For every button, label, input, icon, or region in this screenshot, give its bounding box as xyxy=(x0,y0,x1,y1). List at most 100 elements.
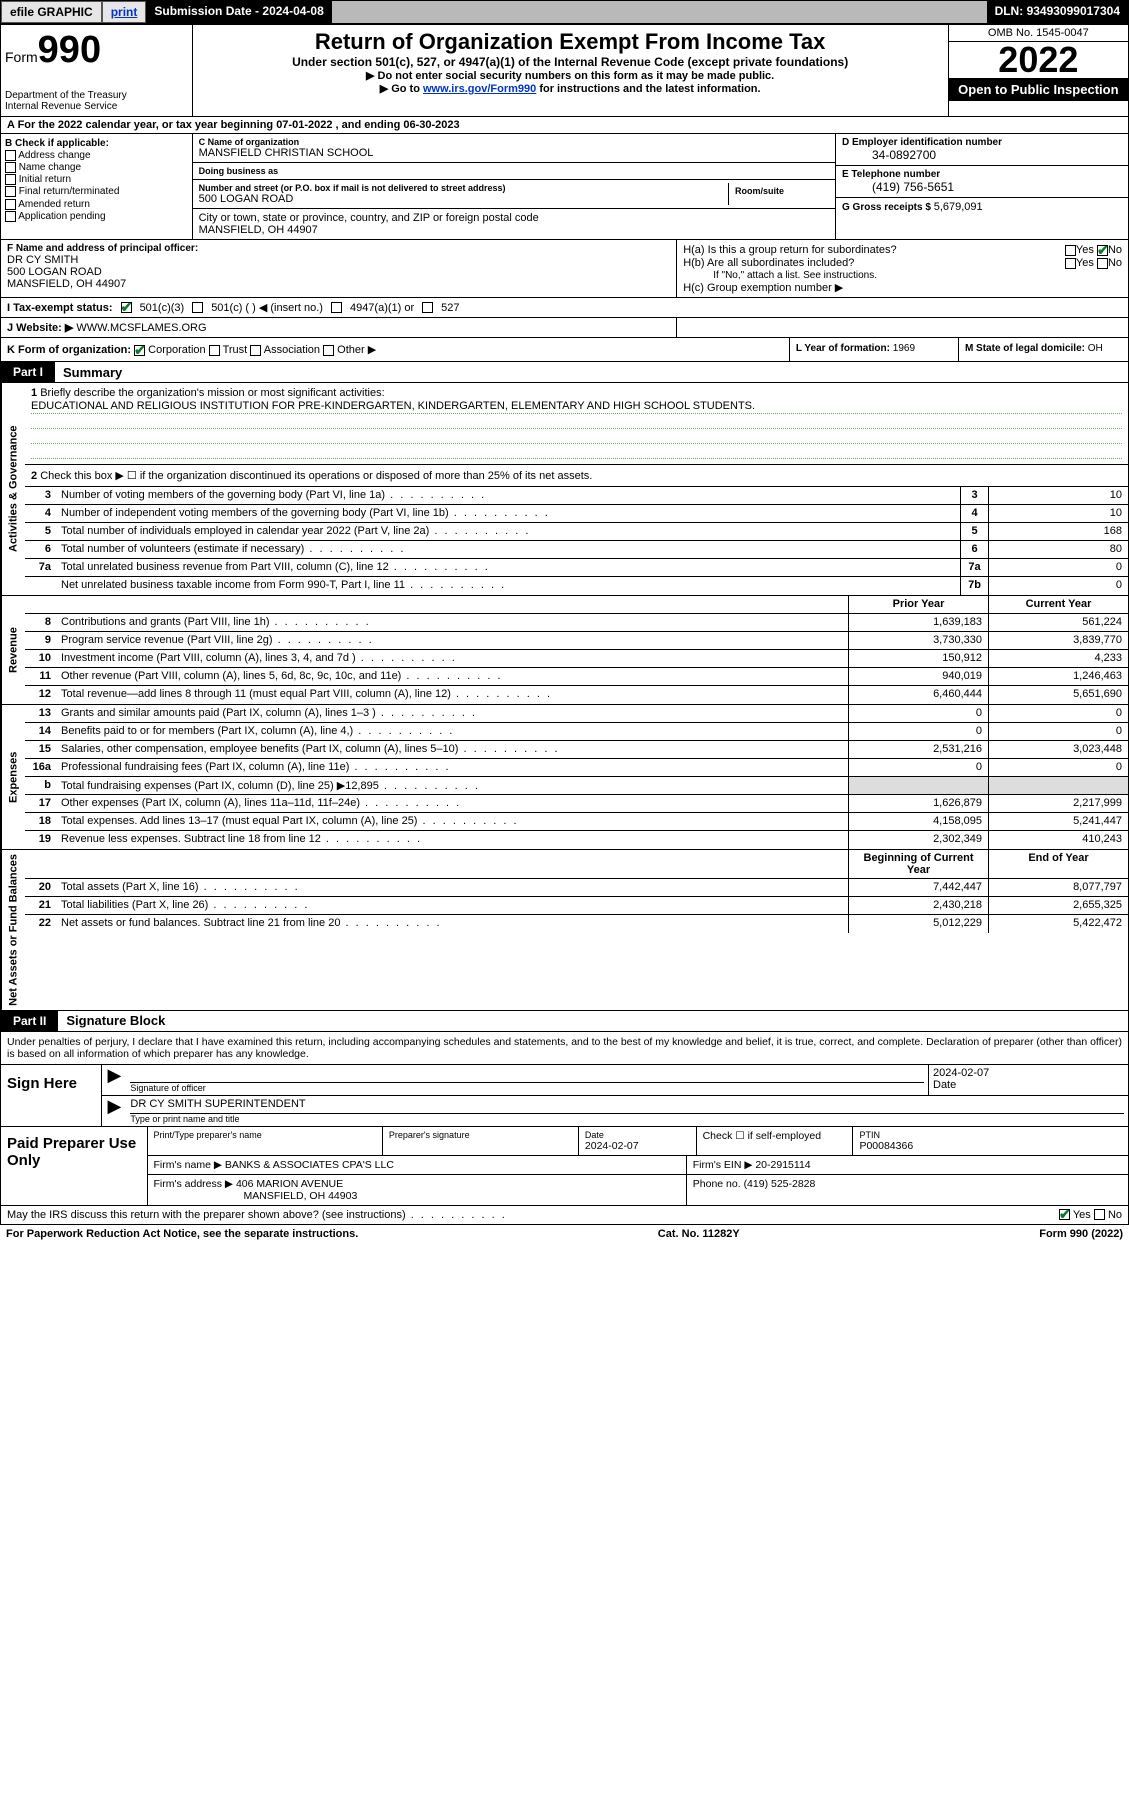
dba-cell: Doing business as xyxy=(193,163,835,180)
chk-final-return[interactable]: Final return/terminated xyxy=(5,186,188,197)
toolbar-spacer xyxy=(332,1,987,23)
col-b-checkboxes: B Check if applicable: Address change Na… xyxy=(1,134,193,239)
side-revenue: Revenue xyxy=(1,596,25,704)
chk-corp[interactable] xyxy=(134,345,145,356)
tax-year: 2022 xyxy=(949,42,1128,78)
col-b-header: B Check if applicable: xyxy=(5,138,188,149)
q2-block: 2 Check this box ▶ ☐ if the organization… xyxy=(25,465,1128,487)
sum-line: 5Total number of individuals employed in… xyxy=(25,523,1128,541)
part2-header-row: Part II Signature Block xyxy=(0,1011,1129,1032)
prep-name-label: Print/Type preparer's name xyxy=(154,1130,376,1140)
form-title: Return of Organization Exempt From Incom… xyxy=(197,29,944,55)
firm-phone-label: Phone no. xyxy=(693,1178,744,1190)
city-value: MANSFIELD, OH 44907 xyxy=(199,224,829,236)
chk-assoc[interactable] xyxy=(250,345,261,356)
may-irs-yes[interactable] xyxy=(1059,1209,1070,1220)
sum-line: 16aProfessional fundraising fees (Part I… xyxy=(25,759,1128,777)
tel-label: E Telephone number xyxy=(842,169,1122,180)
chk-amended[interactable]: Amended return xyxy=(5,199,188,210)
chk-address-change[interactable]: Address change xyxy=(5,150,188,161)
efile-label: efile GRAPHIC xyxy=(1,1,102,23)
chk-trust[interactable] xyxy=(209,345,220,356)
firm-ein-label: Firm's EIN ▶ xyxy=(693,1159,756,1171)
arrow-icon: ▶ xyxy=(102,1096,126,1126)
sum-line: 6Total number of volunteers (estimate if… xyxy=(25,541,1128,559)
date-caption: Date xyxy=(933,1079,1124,1091)
net-header-row: Beginning of Current Year End of Year xyxy=(25,850,1128,879)
chk-501c[interactable] xyxy=(192,302,203,313)
col-current-year: Current Year xyxy=(988,596,1128,613)
page-footer: For Paperwork Reduction Act Notice, see … xyxy=(0,1225,1129,1243)
sum-line: 19Revenue less expenses. Subtract line 1… xyxy=(25,831,1128,849)
sig-date-cell: 2024-02-07 Date xyxy=(928,1065,1128,1095)
footer-formno: Form 990 (2022) xyxy=(1039,1228,1123,1240)
org-name-cell: C Name of organization MANSFIELD CHRISTI… xyxy=(193,134,835,163)
self-employed-check[interactable]: Check ☐ if self-employed xyxy=(697,1127,854,1155)
gross-label: G Gross receipts $ xyxy=(842,202,934,213)
ein-cell: D Employer identification number 34-0892… xyxy=(836,134,1128,166)
prep-date-value: 2024-02-07 xyxy=(585,1140,690,1152)
print-button[interactable]: print xyxy=(102,1,147,23)
sig-date-value: 2024-02-07 xyxy=(933,1067,1124,1079)
sum-line: Net unrelated business taxable income fr… xyxy=(25,577,1128,595)
col-d-ein-tel: D Employer identification number 34-0892… xyxy=(835,134,1128,239)
chk-app-pending[interactable]: Application pending xyxy=(5,211,188,222)
part1-header-row: Part I Summary xyxy=(0,362,1129,383)
chk-501c3[interactable] xyxy=(121,302,132,313)
chk-4947[interactable] xyxy=(331,302,342,313)
chk-name-change[interactable]: Name change xyxy=(5,162,188,173)
firm-addr1: 406 MARION AVENUE xyxy=(236,1178,343,1190)
q1-label: Briefly describe the organization's miss… xyxy=(40,387,384,399)
submission-date: Submission Date - 2024-04-08 xyxy=(146,1,331,23)
may-irs-no[interactable] xyxy=(1094,1209,1105,1220)
firm-addr2: MANSFIELD, OH 44903 xyxy=(154,1190,358,1202)
officer-sig-line: ▶ Signature of officer 2024-02-07 Date xyxy=(102,1065,1128,1096)
gov-lines: 3Number of voting members of the governi… xyxy=(25,487,1128,595)
block-expenses: Expenses 13Grants and similar amounts pa… xyxy=(0,705,1129,850)
website-label: J Website: ▶ xyxy=(7,322,76,334)
tel-cell: E Telephone number (419) 756-5651 xyxy=(836,166,1128,198)
dln: DLN: 93493099017304 xyxy=(987,1,1128,23)
part2-title: Signature Block xyxy=(58,1013,165,1028)
col-end-year: End of Year xyxy=(988,850,1128,878)
tel-value: (419) 756-5651 xyxy=(842,180,1122,194)
chk-initial-return[interactable]: Initial return xyxy=(5,174,188,185)
may-irs-text: May the IRS discuss this return with the… xyxy=(7,1209,507,1221)
hc-line: H(c) Group exemption number ▶ xyxy=(683,281,1122,294)
state-domicile: M State of legal domicile: OH xyxy=(959,338,1128,361)
col-c-name-addr: C Name of organization MANSFIELD CHRISTI… xyxy=(193,134,835,239)
form-of-org: K Form of organization: Corporation Trus… xyxy=(1,338,790,361)
row-j-website: J Website: ▶ WWW.MCSFLAMES.ORG xyxy=(0,318,1129,338)
open-public-badge: Open to Public Inspection xyxy=(949,78,1128,101)
ein-label: D Employer identification number xyxy=(842,137,1122,148)
prep-sig-label: Preparer's signature xyxy=(389,1130,572,1140)
chk-527[interactable] xyxy=(422,302,433,313)
sum-line: 21Total liabilities (Part X, line 26)2,4… xyxy=(25,897,1128,915)
chk-other[interactable] xyxy=(323,345,334,356)
firm-addr-label: Firm's address ▶ xyxy=(154,1178,236,1190)
top-toolbar: efile GRAPHIC print Submission Date - 20… xyxy=(0,0,1129,24)
instr-1: ▶ Do not enter social security numbers o… xyxy=(197,69,944,82)
street-label: Number and street (or P.O. box if mail i… xyxy=(199,183,728,193)
form-header: Form990 Department of the Treasury Inter… xyxy=(0,24,1129,117)
sum-line: 8Contributions and grants (Part VIII, li… xyxy=(25,614,1128,632)
hb-line: H(b) Are all subordinates included? Yes … xyxy=(683,257,1122,269)
mission-blank-3 xyxy=(31,445,1122,459)
sig-caption: Signature of officer xyxy=(130,1083,924,1093)
section-bcd: B Check if applicable: Address change Na… xyxy=(0,134,1129,240)
paid-preparer-label: Paid Preparer Use Only xyxy=(1,1127,148,1205)
org-name-label: C Name of organization xyxy=(199,137,829,147)
mission-text: EDUCATIONAL AND RELIGIOUS INSTITUTION FO… xyxy=(31,400,1122,414)
prep-row-1: Print/Type preparer's name Preparer's si… xyxy=(148,1127,1129,1156)
sign-here-label: Sign Here xyxy=(1,1065,102,1126)
mission-blank-2 xyxy=(31,430,1122,444)
officer-label: F Name and address of principal officer: xyxy=(7,243,670,254)
signature-field[interactable] xyxy=(130,1067,924,1083)
irs-label: Internal Revenue Service xyxy=(5,101,188,112)
side-expenses: Expenses xyxy=(1,705,25,849)
form-title-block: Return of Organization Exempt From Incom… xyxy=(193,25,948,116)
principal-officer: F Name and address of principal officer:… xyxy=(1,240,677,297)
irs-link[interactable]: www.irs.gov/Form990 xyxy=(423,83,536,95)
row-i-tax-status: I Tax-exempt status: 501(c)(3) 501(c) ( … xyxy=(0,298,1129,318)
col-prior-year: Prior Year xyxy=(848,596,988,613)
